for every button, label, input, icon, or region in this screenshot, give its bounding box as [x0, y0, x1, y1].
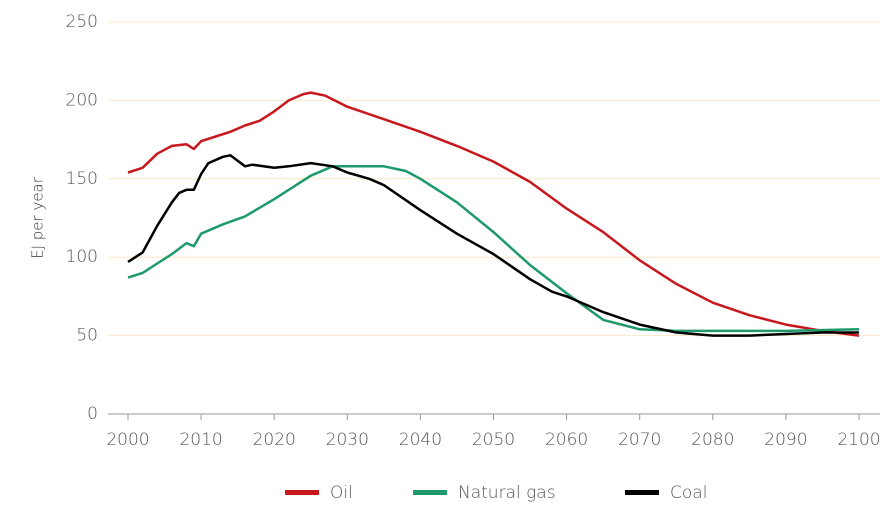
y-axis-label: EJ per year	[29, 176, 47, 259]
legend-swatch	[625, 490, 659, 495]
x-tick-label: 2030	[326, 430, 369, 450]
x-tick-label: 2080	[691, 430, 734, 450]
y-tick-label: 250	[66, 12, 98, 32]
x-tick-label: 2100	[837, 430, 880, 450]
legend-swatch	[285, 490, 319, 495]
x-tick-label: 2070	[618, 430, 661, 450]
legend-label: Natural gas	[458, 483, 556, 503]
line-series	[127, 165, 860, 333]
x-tick-label: 2010	[179, 430, 222, 450]
x-tick-label: 2040	[399, 430, 442, 450]
x-tick-label: 2050	[472, 430, 515, 450]
y-tick-label: 100	[66, 247, 98, 267]
y-tick-label: 0	[87, 404, 98, 424]
line-series	[127, 91, 860, 337]
x-tick-label: 2020	[253, 430, 296, 450]
line-series	[127, 154, 859, 337]
legend-swatch	[413, 490, 447, 495]
legend-label: Coal	[670, 483, 707, 503]
y-tick-label: 50	[76, 326, 98, 346]
x-tick-label: 2000	[106, 430, 149, 450]
y-tick-label: 150	[66, 169, 98, 189]
x-tick-label: 2090	[764, 430, 807, 450]
legend-label: Oil	[330, 483, 353, 503]
x-tick-label: 2060	[545, 430, 588, 450]
y-tick-label: 200	[66, 90, 98, 110]
